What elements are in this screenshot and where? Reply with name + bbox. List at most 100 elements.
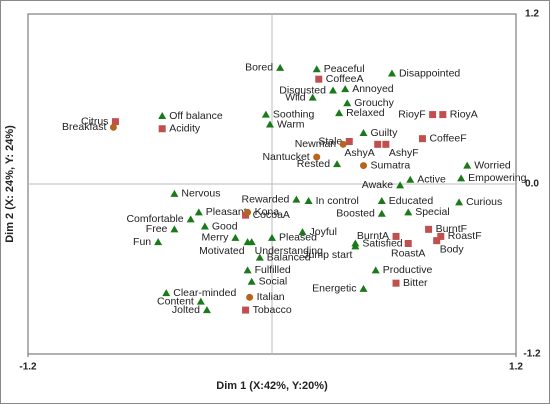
point: [463, 161, 472, 169]
point-label: Rested: [297, 158, 330, 170]
point: [276, 63, 285, 71]
point: [439, 111, 447, 119]
point: [315, 75, 323, 83]
point: [109, 123, 117, 131]
point-label: In control: [316, 195, 359, 207]
point: [429, 111, 437, 119]
point: [374, 140, 382, 148]
point-label: Fulfilled: [255, 264, 291, 276]
y-axis-title: Dim 2 (X: 24%, Y: 24%): [4, 125, 16, 243]
point-label: CocoaA: [253, 209, 290, 221]
point: [371, 266, 380, 274]
point-label: RoastF: [448, 230, 482, 242]
point-label: Good: [212, 220, 238, 232]
point-label: Relaxed: [346, 107, 385, 119]
point: [360, 162, 367, 170]
point: [247, 238, 256, 246]
point-label: Special: [415, 206, 449, 218]
point: [404, 240, 412, 247]
x-tick-label: -1.2: [19, 362, 37, 373]
point-label: Merry: [202, 232, 230, 244]
point-label: Clear-minded: [173, 287, 236, 299]
point: [202, 306, 211, 314]
point-label: RioyF: [398, 108, 425, 120]
x-axis-title: Dim 1 (X:42%, Y:20%): [216, 380, 328, 392]
point: [196, 297, 205, 305]
point: [345, 138, 353, 145]
point-label: Energetic: [312, 283, 356, 295]
point-label: Nantucket: [262, 151, 309, 163]
point-label: Breakfast: [62, 121, 106, 133]
point: [404, 208, 413, 216]
point-label: BurntF: [436, 223, 468, 235]
point: [313, 153, 321, 161]
point-label: Nervous: [181, 188, 220, 200]
point-label: Balanced: [267, 251, 311, 263]
point-label: Soothing: [273, 108, 315, 120]
point-label: Productive: [383, 264, 433, 276]
point-label: Disappointed: [399, 67, 460, 79]
point: [406, 175, 415, 183]
point-label: CoffeeF: [429, 132, 466, 144]
point-label: RioyA: [450, 108, 478, 120]
point: [418, 135, 426, 143]
point-label: Annoyed: [352, 83, 394, 95]
point-label: Pleasant: [206, 206, 247, 218]
point: [304, 197, 313, 204]
y-tick-label: 0.0: [525, 179, 539, 190]
point: [298, 228, 307, 236]
point: [111, 118, 119, 126]
point: [158, 125, 166, 133]
point-label: AshyF: [389, 147, 419, 159]
point: [382, 140, 390, 148]
point-label: Free: [146, 223, 168, 235]
point-label: Citrus: [81, 115, 108, 127]
point-label: AshyA: [344, 147, 374, 159]
point-label: CoffeeA: [326, 73, 364, 85]
point: [351, 242, 360, 250]
point: [339, 140, 347, 148]
point: [261, 110, 270, 118]
point-label: Joyful: [310, 226, 337, 238]
point: [433, 237, 441, 245]
point-label: Wild: [285, 91, 306, 103]
point-label: Tobacco: [253, 304, 292, 316]
point-label: Educated: [389, 195, 434, 207]
point-label: Active: [417, 174, 446, 186]
point-label: Comfortable: [126, 213, 183, 225]
point: [392, 279, 400, 287]
point-label: Warm: [277, 118, 305, 130]
point-label: Newman: [295, 138, 337, 150]
point: [247, 277, 256, 285]
y-tick-label: -1.2: [523, 349, 541, 360]
point-label: Curious: [466, 196, 502, 208]
point: [437, 232, 445, 240]
point: [170, 225, 179, 233]
point: [387, 69, 396, 77]
x-tick-label: 1.2: [509, 362, 523, 373]
point-label: BurntA: [357, 230, 389, 242]
point-label: Off balance: [169, 110, 223, 122]
point-label: Italian: [257, 291, 285, 303]
point-label: Disgusted: [279, 84, 326, 96]
point: [457, 174, 466, 182]
point-label: Content: [157, 295, 194, 307]
point-label: Acidity: [169, 123, 201, 135]
point-label: Bored: [245, 62, 273, 74]
point: [455, 198, 464, 206]
point: [312, 65, 321, 73]
point: [246, 293, 254, 301]
point: [335, 109, 344, 117]
point: [341, 85, 350, 93]
point-label: Motivated: [199, 245, 245, 257]
point: [186, 215, 195, 223]
point-label: Jump start: [303, 249, 352, 261]
point: [255, 253, 264, 261]
point: [377, 209, 386, 217]
point: [377, 197, 386, 204]
point-label: Body: [440, 243, 465, 255]
point-label: Boosted: [336, 208, 375, 220]
point: [292, 195, 301, 203]
point-label: Awake: [362, 179, 393, 191]
